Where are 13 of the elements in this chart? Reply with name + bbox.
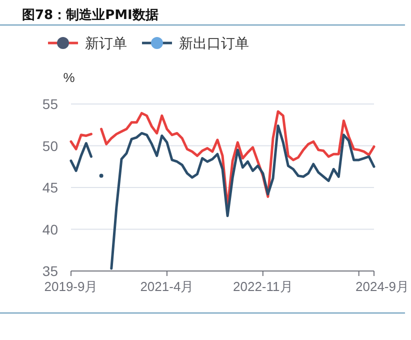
x-tick-label: 2019-9月 xyxy=(44,279,98,294)
x-tick-label: 2024-9月 xyxy=(356,279,409,294)
legend-label: 新订单 xyxy=(85,35,127,51)
y-tick-label: 35 xyxy=(42,263,58,279)
chart-title: 图78：制造业PMI数据 xyxy=(22,8,158,23)
x-tick-label: 2022-11月 xyxy=(233,279,293,294)
y-tick-label: 50 xyxy=(42,138,58,154)
y-axis-title: % xyxy=(63,70,76,85)
y-tick-label: 45 xyxy=(42,180,58,196)
legend-label: 新出口订单 xyxy=(179,35,249,51)
y-tick-label: 40 xyxy=(42,221,58,238)
x-tick-label: 2021-4月 xyxy=(140,279,194,294)
y-tick-label: 55 xyxy=(42,96,58,112)
